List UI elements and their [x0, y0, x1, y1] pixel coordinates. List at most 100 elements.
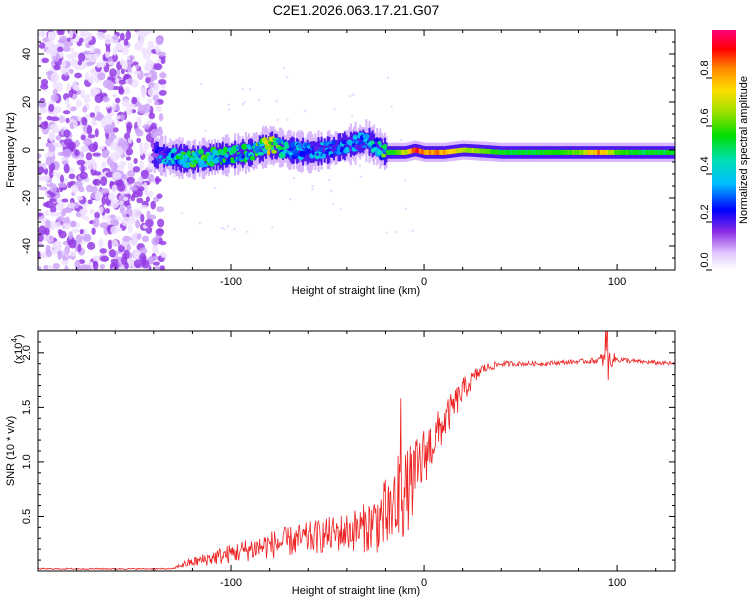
band-core: [387, 149, 390, 155]
noise-speckle: [140, 213, 145, 223]
noise-speckle: [107, 239, 113, 250]
band-core: [564, 149, 567, 155]
x-tick-label: -100: [220, 577, 242, 589]
noise-speckle: [92, 152, 101, 157]
band-core: [230, 157, 235, 161]
noise-speckle: [107, 61, 115, 66]
noise-speckle: [100, 176, 108, 187]
band-core: [479, 148, 482, 154]
noise-dot: [271, 226, 274, 229]
noise-speckle: [80, 264, 88, 270]
noise-speckle: [38, 31, 45, 37]
noise-speckle: [50, 116, 60, 122]
noise-dot: [258, 99, 261, 102]
band-core: [198, 148, 204, 155]
band-core: [471, 148, 474, 153]
noise-speckle: [82, 233, 92, 243]
noise-speckle: [109, 180, 114, 187]
noise-dot: [404, 207, 407, 210]
band-outer: [297, 139, 300, 163]
colorbar: 0.0 0.2 0.4 0.6 0.8 Normalized spectral ampl…: [699, 30, 750, 271]
band-core: [459, 147, 461, 153]
noise-speckle: [50, 249, 59, 255]
band-core: [610, 149, 613, 155]
noise-speckle: [128, 77, 133, 85]
band-core: [461, 147, 464, 153]
noise-speckle: [53, 64, 61, 71]
band-core: [322, 147, 326, 153]
band-core: [422, 149, 425, 155]
band-core: [480, 148, 483, 154]
noise-speckle: [67, 202, 75, 209]
noise-speckle: [43, 120, 49, 127]
band-core: [555, 149, 557, 155]
band-core: [483, 148, 486, 154]
noise-speckle: [50, 183, 57, 194]
noise-speckle: [136, 137, 142, 144]
noise-dot: [204, 129, 207, 132]
band-core: [463, 147, 465, 153]
band-core: [521, 149, 524, 155]
band-core: [234, 158, 238, 163]
y-tick-label: 0: [21, 147, 33, 153]
band-core: [574, 149, 576, 155]
band-core: [357, 146, 362, 152]
noise-dot: [241, 87, 244, 91]
noise-speckle: [73, 120, 78, 129]
noise-speckle: [41, 175, 50, 182]
noise-speckle: [92, 178, 101, 186]
noise-dot: [275, 100, 278, 103]
band-core: [352, 134, 358, 141]
noise-speckle: [49, 211, 59, 217]
band-core: [575, 149, 578, 155]
band-core: [413, 147, 416, 153]
chart-title: C2E1.2026.063.17.21.G07: [273, 2, 440, 18]
band-core: [186, 150, 191, 157]
noise-speckle: [46, 40, 55, 50]
band-core: [647, 149, 649, 155]
noise-speckle: [74, 84, 80, 92]
colorbar-tick-label: 0.0: [699, 252, 711, 267]
band-outer: [380, 138, 383, 161]
noise-speckle: [150, 128, 158, 139]
noise-speckle: [118, 266, 125, 270]
noise-speckle: [150, 75, 158, 81]
noise-speckle: [63, 222, 71, 230]
noise-speckle: [53, 106, 62, 114]
noise-speckle: [157, 218, 165, 228]
noise-speckle: [121, 173, 128, 180]
noise-dot: [331, 202, 335, 206]
noise-speckle: [74, 149, 80, 157]
band-core: [377, 140, 382, 145]
x-tick-label: 0: [421, 577, 427, 589]
noise-speckle: [112, 220, 120, 227]
band-core: [289, 141, 297, 148]
band-core: [293, 152, 301, 157]
band-core: [541, 149, 544, 155]
band-core: [420, 148, 422, 154]
band-core: [670, 149, 672, 155]
band-core: [622, 149, 625, 155]
noise-speckle: [83, 93, 91, 104]
noise-speckle: [119, 32, 125, 41]
band-core: [418, 148, 421, 154]
band-core: [475, 148, 478, 154]
band-core: [576, 149, 579, 155]
band-core: [241, 143, 248, 150]
noise-speckle: [77, 60, 83, 66]
noise-speckle: [126, 216, 136, 222]
noise-dot: [222, 227, 226, 231]
noise-speckle: [157, 228, 164, 234]
noise-speckle: [145, 218, 154, 228]
band-core: [405, 149, 407, 155]
noise-speckle: [141, 235, 150, 243]
band-outer: [263, 138, 266, 157]
band-core: [460, 147, 463, 153]
noise-speckle: [52, 88, 58, 95]
noise-speckle: [38, 153, 42, 159]
noise-speckle: [99, 248, 107, 254]
band-core: [568, 149, 571, 155]
noise-dot: [399, 138, 403, 142]
noise-speckle: [64, 265, 69, 270]
band-core: [444, 149, 447, 155]
